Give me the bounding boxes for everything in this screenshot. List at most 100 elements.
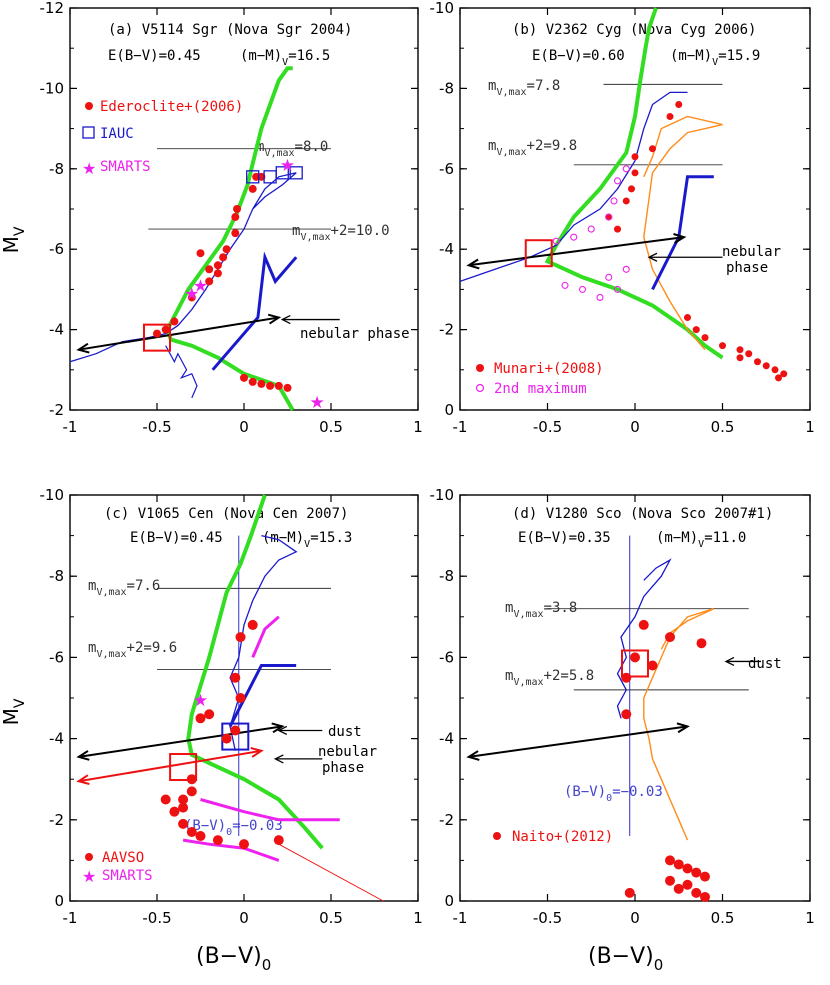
y-tick-label-a: -2 <box>49 401 64 419</box>
y-tick-label-b: -8 <box>439 79 454 97</box>
y-axis-label-top: MV <box>0 226 28 253</box>
ederoclite-point <box>161 325 170 334</box>
ederoclite-point <box>213 269 222 278</box>
panel-b-hline-label-1: mV,max=7.8 <box>488 78 560 98</box>
reddening-arrow-b-head <box>673 233 687 244</box>
second-max-point <box>613 177 622 185</box>
panel-b-hline-label-2: mV,max+2=9.8 <box>488 138 577 158</box>
panel-d-bv0-label: (B−V)0=−0.03 <box>564 784 663 804</box>
ederoclite-point <box>196 249 205 258</box>
munari-point <box>771 366 779 374</box>
munari-point <box>719 342 726 350</box>
panel-d-ebv: E(B−V)=0.35 <box>518 530 611 546</box>
smarts-point: ★ <box>280 156 295 176</box>
naito-point <box>700 891 710 902</box>
munari-point <box>780 370 788 378</box>
orange-track-d <box>643 608 715 841</box>
naito-point <box>665 855 675 866</box>
reddening-arrow-d <box>468 725 688 758</box>
x-tick-label-a: 0 <box>239 418 249 436</box>
ederoclite-point <box>187 293 196 302</box>
reddening-arrow-c-head <box>76 750 90 761</box>
panel-b-title: (b) V2362 Cyg (Nova Cyg 2006) <box>512 22 756 38</box>
second-max-point <box>561 281 569 289</box>
aavso-point <box>186 826 197 837</box>
aavso-point <box>212 835 223 846</box>
x-tick-label-c: 0 <box>239 909 249 927</box>
aavso-point <box>178 818 189 829</box>
naito-point <box>682 879 693 890</box>
magenta-track-c <box>200 798 340 822</box>
y-tick-label-d: -4 <box>439 730 454 748</box>
naito-point <box>647 660 658 671</box>
ederoclite-point <box>248 377 257 386</box>
y-tick-label-a: -12 <box>40 0 65 17</box>
naito-point <box>682 863 693 874</box>
naito-point <box>665 632 675 643</box>
reddening-arrow-a <box>78 316 279 351</box>
panel-c: (c) V1065 Cen (Nova Cen 2007) E(B−V)=0.4… <box>69 494 419 902</box>
chart-marks: -1 -0.5 0 0.5 1-2-4-6-8-10-12★★★★-1 -0.5 0 0.5 1… <box>40 0 815 927</box>
y-tick-label-d: -8 <box>439 567 454 585</box>
second-max-point <box>578 285 587 293</box>
ederoclite-point <box>283 383 292 392</box>
x-tick-label-b: 0 <box>630 418 640 436</box>
y-tick-label-d: -2 <box>439 811 454 829</box>
second-max-point <box>605 273 613 281</box>
smarts-point: ★ <box>193 691 208 711</box>
red-reddening-arrow-c-head <box>76 774 90 785</box>
panel-d-hline-label-1: mV,max=3.8 <box>505 600 577 620</box>
x-tick-label-d: 0.5 <box>711 909 735 927</box>
iauc-point <box>275 166 289 180</box>
start-box-c <box>169 753 198 782</box>
ederoclite-point <box>219 253 228 262</box>
legend-label-smarts: SMARTS <box>100 159 151 175</box>
munari-point <box>605 213 613 221</box>
panel-b-phase-label: phase <box>726 260 768 276</box>
second-max-point <box>610 197 618 205</box>
legend-marker-smarts-c: ★ <box>82 869 96 886</box>
second-max-point <box>587 225 595 233</box>
aavso-point <box>204 709 215 720</box>
y-tick-label-c: -4 <box>49 730 64 748</box>
munari-point <box>684 314 691 322</box>
dust-pointer-d-head <box>724 656 735 667</box>
munari-point <box>775 374 782 382</box>
x-axis-label-right: (B−V)0 <box>588 944 663 974</box>
legend-marker-iauc <box>82 126 95 139</box>
y-tick-label-c: -2 <box>49 811 64 829</box>
ederoclite-point <box>153 329 161 338</box>
munari-point <box>701 334 709 342</box>
naito-point <box>691 867 702 878</box>
blue-jagged-a <box>165 345 198 399</box>
panel-a-title: (a) V5114 Sgr (Nova Sgr 2004) <box>108 22 352 38</box>
x-tick-label-b: 1 <box>805 418 815 436</box>
panel-c-ebv: E(B−V)=0.45 <box>130 530 223 546</box>
panel-d-dm: (m−M)V=11.0 <box>656 530 746 550</box>
legend-label-second-max: 2nd maximum <box>494 381 587 397</box>
panel-d-dust-label: dust <box>748 656 782 672</box>
start-box-b <box>524 239 553 268</box>
naito-point <box>673 883 684 894</box>
green-track-c <box>186 494 324 850</box>
panel-c-nebular-label: nebular <box>318 744 377 760</box>
x-tick-label-c: -0.5 <box>142 909 171 927</box>
second-max-point <box>570 233 578 241</box>
munari-point <box>736 346 744 354</box>
ederoclite-point <box>274 381 283 390</box>
ederoclite-point <box>205 277 214 286</box>
x-tick-label-b: 0.5 <box>711 418 735 436</box>
naito-point <box>630 652 640 663</box>
panel-a-dm: (m−M)V=16.5 <box>240 48 330 68</box>
legend-marker-second-max <box>475 383 485 393</box>
aavso-point <box>230 725 241 736</box>
panel-d-title: (d) V1280 Sco (Nova Sco 2007#1) <box>512 506 773 522</box>
aavso-point <box>239 839 249 850</box>
ederoclite-point <box>248 184 257 193</box>
ederoclite-point <box>257 379 266 388</box>
y-tick-label-b: -6 <box>439 160 454 178</box>
panel-c-hline-label-2: mV,max+2=9.6 <box>88 640 177 660</box>
nebular-pointer-a-head <box>280 314 291 325</box>
munari-point <box>675 100 683 108</box>
